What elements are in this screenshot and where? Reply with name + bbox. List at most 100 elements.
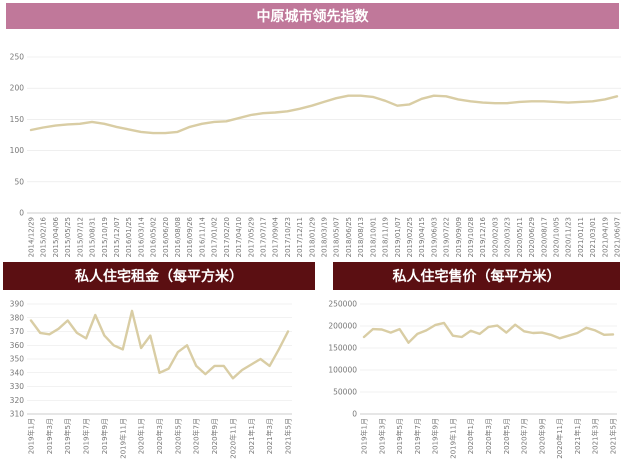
x-tick-label: 2018/08/13 — [357, 217, 365, 257]
data-point — [164, 132, 167, 134]
data-point — [481, 101, 484, 104]
data-point — [530, 100, 533, 103]
y-tick-label: 150 — [10, 115, 25, 124]
y-tick-label: 100000 — [328, 366, 357, 375]
x-tick-label: 2021年3月 — [265, 418, 274, 454]
data-point — [103, 123, 106, 125]
data-point — [407, 341, 410, 344]
x-tick-label: 2021年5月 — [284, 418, 293, 454]
data-point — [149, 334, 152, 337]
data-point — [372, 328, 374, 330]
data-point — [91, 121, 93, 123]
x-tick-label: 2020年5月 — [502, 418, 511, 454]
data-point — [48, 333, 51, 336]
x-tick-label: 2019年5月 — [63, 418, 72, 454]
y-tick-label: 0 — [19, 209, 24, 218]
x-tick-label: 2020/11/23 — [565, 217, 573, 257]
y-tick-label: 100 — [10, 146, 25, 155]
x-tick-label: 2016/08/08 — [174, 217, 182, 257]
x-tick-label: 2020/05/11 — [516, 217, 524, 257]
data-point — [204, 373, 207, 375]
x-tick-label: 2019年7月 — [413, 418, 422, 454]
data-point — [39, 332, 41, 334]
x-tick-label: 2020年7月 — [192, 418, 201, 454]
x-tick-label: 2017/02/20 — [223, 217, 231, 257]
x-tick-label: 2016/05/02 — [150, 217, 158, 257]
data-point — [505, 331, 508, 334]
x-tick-label: 2021年5月 — [609, 418, 618, 454]
data-point — [57, 328, 60, 330]
x-tick-label: 2019年9月 — [100, 418, 109, 454]
x-tick-label: 2021/04/19 — [601, 217, 609, 257]
x-tick-label: 2019/04/15 — [418, 217, 426, 257]
data-point — [286, 110, 289, 113]
x-tick-label: 2015/08/31 — [89, 217, 97, 257]
x-tick-label: 2016/03/14 — [137, 216, 145, 257]
data-point — [425, 329, 428, 332]
x-tick-label: 2018/03/19 — [321, 217, 329, 257]
data-point — [213, 365, 216, 367]
x-tick-label: 2019/07/22 — [443, 217, 451, 257]
x-tick-label: 2018/10/01 — [369, 217, 377, 257]
x-tick-label: 2019/02/25 — [406, 217, 414, 257]
data-point — [457, 98, 460, 101]
data-point — [558, 337, 561, 340]
x-tick-label: 2018/01/29 — [308, 217, 316, 257]
y-tick-label: 390 — [10, 300, 25, 309]
data-point — [323, 101, 325, 103]
data-point — [201, 123, 203, 125]
data-point — [420, 98, 423, 100]
data-point — [140, 131, 142, 133]
data-point — [274, 111, 277, 114]
y-tick-label: 370 — [10, 327, 25, 336]
data-point — [594, 329, 596, 332]
data-point — [30, 129, 32, 131]
x-tick-label: 2020/03/23 — [504, 217, 512, 257]
data-point — [347, 94, 350, 97]
data-point — [612, 333, 614, 336]
x-tick-label: 2020年3月 — [484, 418, 493, 454]
data-point — [496, 324, 499, 327]
x-tick-label: 2021年1月 — [573, 418, 582, 454]
data-point — [445, 95, 447, 98]
data-point — [298, 108, 301, 110]
x-tick-label: 2020年11月 — [228, 418, 237, 459]
data-point — [591, 100, 594, 103]
x-tick-label: 2019年3月 — [45, 418, 54, 454]
data-point — [523, 330, 525, 333]
x-tick-label: 2019/10/28 — [467, 217, 475, 257]
data-point — [469, 100, 472, 103]
data-point — [94, 314, 97, 316]
data-point — [127, 128, 130, 131]
data-point — [487, 326, 490, 328]
y-tick-label: 310 — [10, 410, 25, 419]
data-point — [398, 328, 401, 330]
data-point — [66, 319, 69, 322]
data-point — [186, 344, 188, 347]
y-tick-label: 200000 — [328, 322, 357, 331]
data-point — [543, 100, 545, 103]
data-point — [112, 344, 115, 347]
x-tick-label: 2018/11/19 — [382, 217, 390, 257]
data-point — [372, 96, 374, 98]
data-point — [452, 334, 454, 337]
data-point — [585, 327, 588, 329]
data-point — [396, 104, 399, 107]
y-tick-label: 340 — [10, 368, 25, 377]
x-tick-label: 2015/12/07 — [113, 217, 121, 257]
data-point — [384, 99, 386, 102]
data-point — [389, 331, 392, 334]
x-tick-label: 2017/05/29 — [247, 217, 255, 257]
x-tick-label: 2020年7月 — [520, 418, 529, 454]
x-tick-label: 2019年9月 — [431, 418, 440, 454]
x-tick-label: 2019年1月 — [27, 418, 36, 454]
x-tick-label: 2019/12/16 — [479, 216, 487, 257]
data-point — [478, 333, 481, 335]
x-tick-label: 2017/10/23 — [284, 217, 292, 257]
data-point — [532, 332, 534, 334]
x-tick-label: 2019年7月 — [82, 418, 91, 454]
y-tick-label: 250000 — [328, 300, 357, 309]
x-tick-label: 2015/05/25 — [64, 217, 72, 257]
data-point — [152, 132, 154, 134]
